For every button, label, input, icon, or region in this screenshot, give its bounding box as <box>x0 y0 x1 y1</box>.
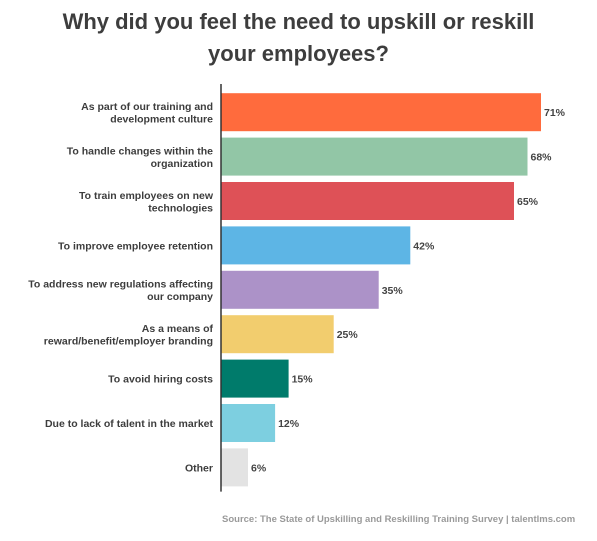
bar-6 <box>221 315 334 354</box>
category-label-9: Other <box>185 462 213 474</box>
category-label-5-line-1: To address new regulations affecting <box>28 279 213 291</box>
chart-title-line-2: your employees? <box>208 41 389 66</box>
category-label-3-line-2: technologies <box>148 202 213 214</box>
category-label-7-line-1: To avoid hiring costs <box>108 374 213 386</box>
bar-9 <box>221 448 248 487</box>
bar-1 <box>221 93 541 132</box>
chart-title-line-1: Why did you feel the need to upskill or … <box>62 9 535 34</box>
value-label-7: 15% <box>292 374 314 386</box>
bar-3 <box>221 182 514 220</box>
category-label-2: To handle changes within the organization <box>67 145 213 170</box>
category-label-3: To train employees on new technologies <box>79 190 214 215</box>
bar-5 <box>221 270 379 309</box>
category-label-5-line-2: our company <box>147 291 213 303</box>
bar-2 <box>221 137 528 176</box>
category-label-6-line-1: As a means of <box>142 323 214 335</box>
category-label-6-line-2: reward/benefit/employer branding <box>44 335 213 347</box>
category-label-7: To avoid hiring costs <box>108 374 213 386</box>
value-label-8: 12% <box>278 418 300 430</box>
value-label-1: 71% <box>544 107 566 119</box>
category-label-3-line-1: To train employees on new <box>79 190 214 202</box>
value-label-6: 25% <box>337 329 359 341</box>
category-label-2-line-1: To handle changes within the <box>67 145 213 157</box>
bar-4 <box>221 226 411 265</box>
value-label-4: 42% <box>413 240 435 252</box>
source-note: Source: The State of Upskilling and Resk… <box>222 514 576 525</box>
category-label-9-line-1: Other <box>185 462 213 474</box>
bar-7 <box>221 359 289 398</box>
category-label-4-line-1: To improve employee retention <box>58 240 213 252</box>
category-label-1-line-1: As part of our training and <box>81 101 213 113</box>
value-label-9: 6% <box>251 462 267 474</box>
value-label-5: 35% <box>382 285 404 297</box>
category-label-4: To improve employee retention <box>58 240 213 252</box>
category-label-5: To address new regulations affecting our … <box>28 279 213 304</box>
category-label-2-line-2: organization <box>151 158 213 170</box>
category-label-8: Due to lack of talent in the market <box>45 418 214 430</box>
chart-title: Why did you feel the need to upskill or … <box>0 6 597 70</box>
category-label-6: As a means of reward/benefit/employer bra… <box>44 323 214 348</box>
category-label-1: As part of our training and development c… <box>81 101 213 126</box>
category-label-1-line-2: development culture <box>110 114 213 126</box>
category-label-8-line-1: Due to lack of talent in the market <box>45 418 214 430</box>
value-label-2: 68% <box>531 152 553 164</box>
value-label-3: 65% <box>517 196 539 208</box>
bar-8 <box>221 404 276 442</box>
